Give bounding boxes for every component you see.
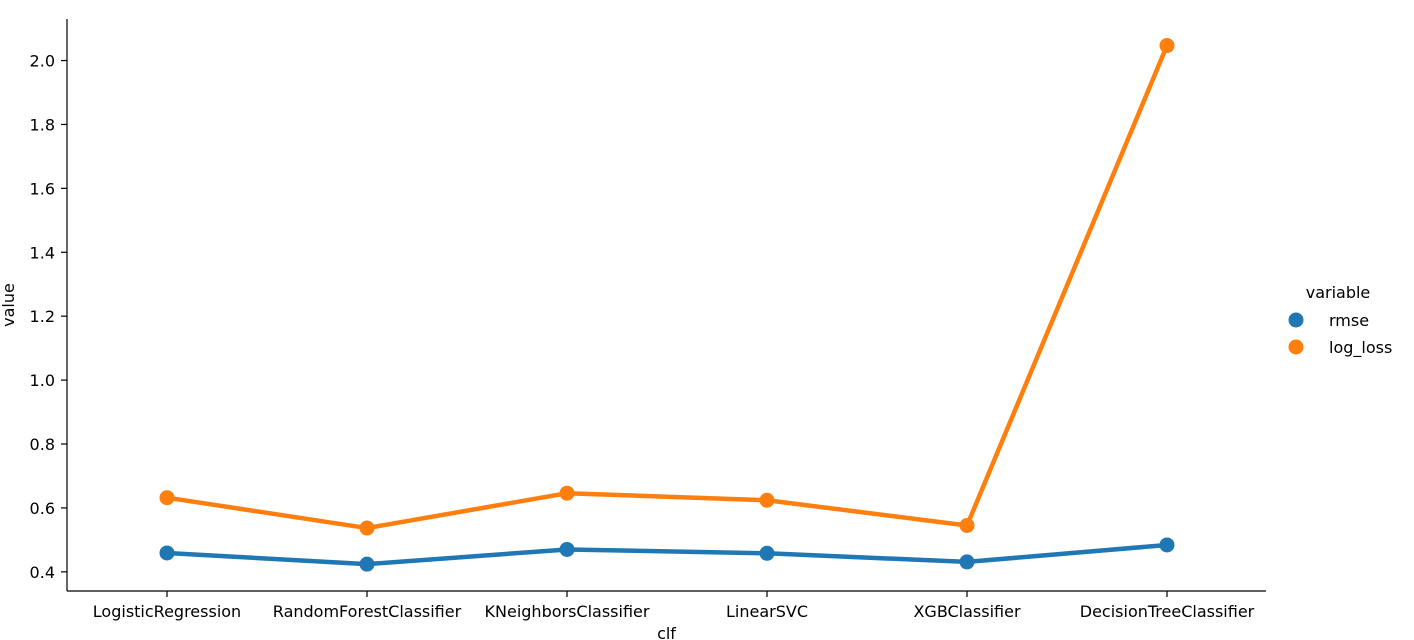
y-tick-label: 1.2 [30,307,55,326]
data-point-rmse [1159,537,1175,553]
x-axis-label: clf [657,624,676,640]
data-point-rmse [559,541,575,557]
y-tick-label: 1.4 [30,243,55,262]
series-line-rmse [164,542,1170,567]
y-tick-label: 1.6 [30,179,55,198]
legend: variable rmse log_loss [1288,283,1392,358]
data-point-log_loss [1159,38,1175,54]
y-tick-label: 1.0 [30,371,55,390]
legend-label-rmse: rmse [1329,311,1369,330]
legend-marker-log_loss [1288,339,1304,355]
series-rmse [159,537,1175,572]
data-point-rmse [359,556,375,572]
series-layer [159,38,1175,572]
legend-label-log_loss: log_loss [1329,338,1392,358]
y-axis-label: value [0,283,18,327]
data-point-log_loss [559,485,575,501]
x-tick-label: RandomForestClassifier [273,602,462,621]
data-point-log_loss [159,490,175,506]
data-point-log_loss [759,492,775,508]
y-axis-ticks: 0.4 0.6 0.8 1.0 1.2 1.4 1.6 1.8 2.0 [30,52,67,582]
series-log_loss [159,38,1175,536]
x-tick-label: KNeighborsClassifier [485,602,650,621]
data-point-rmse [759,545,775,561]
x-tick-label: LogisticRegression [93,602,241,621]
y-tick-label: 2.0 [30,52,55,71]
data-point-log_loss [359,520,375,536]
x-tick-label: DecisionTreeClassifier [1080,602,1255,621]
x-axis-ticks: LogisticRegression RandomForestClassifier… [93,591,1255,621]
y-tick-label: 0.6 [30,499,55,518]
series-line-log_loss [164,43,1170,531]
data-point-rmse [959,554,975,570]
legend-title: variable [1306,283,1371,302]
data-point-log_loss [959,517,975,533]
y-tick-label: 0.4 [30,563,55,582]
y-tick-label: 1.8 [30,115,55,134]
legend-marker-rmse [1288,312,1304,328]
x-tick-label: LinearSVC [726,602,808,621]
x-tick-label: XGBClassifier [913,602,1021,621]
y-tick-label: 0.8 [30,435,55,454]
data-point-rmse [159,545,175,561]
